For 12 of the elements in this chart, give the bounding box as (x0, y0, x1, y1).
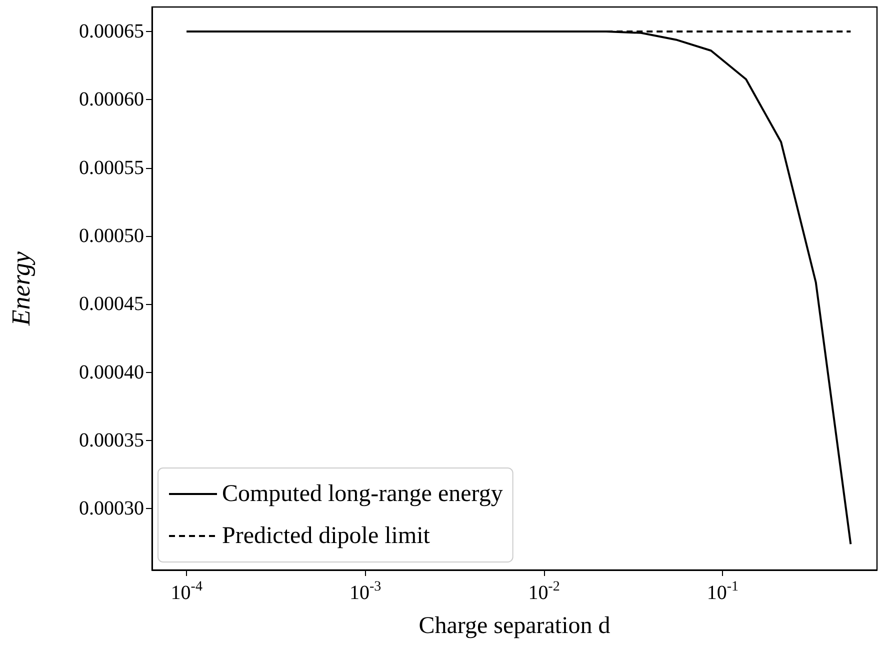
y-tick-label: 0.00060 (79, 88, 144, 111)
y-tick-label: 0.00040 (79, 361, 144, 384)
x-axis-title: Charge separation d (418, 613, 610, 639)
y-tick-label: 0.00065 (79, 20, 144, 43)
y-tick-label: 0.00055 (79, 156, 144, 179)
y-tick-label: 0.00035 (79, 429, 144, 452)
y-tick-label: 0.00030 (79, 498, 144, 520)
y-tick-label: 0.00045 (79, 293, 144, 316)
legend-label: Predicted dipole limit (222, 523, 430, 549)
y-axis-title: Energy (6, 250, 36, 327)
legend-label: Computed long-range energy (222, 481, 503, 507)
y-tick-label: 0.00050 (79, 225, 144, 248)
